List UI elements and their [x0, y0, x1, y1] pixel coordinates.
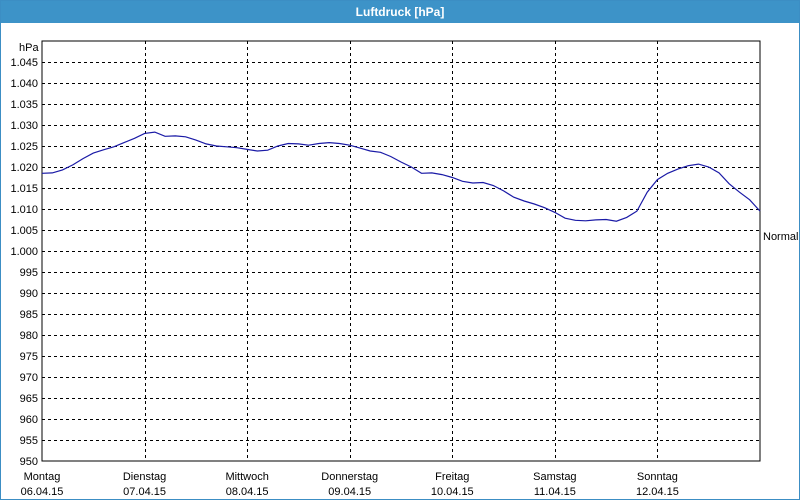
- y-tick-label: 985: [20, 309, 38, 321]
- y-tick-label: 1.025: [10, 141, 38, 153]
- y-tick-label: 990: [20, 288, 38, 300]
- y-tick-label: 1.000: [10, 246, 38, 258]
- y-tick-label: 960: [20, 414, 38, 426]
- plot-area: [41, 40, 761, 462]
- y-tick-label: 995: [20, 267, 38, 279]
- x-tick-day: Dienstag: [123, 471, 166, 483]
- y-tick-label: 1.040: [10, 78, 38, 90]
- y-tick-label: 1.015: [10, 183, 38, 195]
- x-tick-day: Samstag: [533, 471, 576, 483]
- x-tick-date: 12.04.15: [636, 486, 679, 498]
- y-tick-label: 975: [20, 351, 38, 363]
- y-tick-label: 950: [20, 456, 38, 468]
- x-tick-date: 06.04.15: [21, 486, 64, 498]
- y-tick-label: 955: [20, 435, 38, 447]
- normal-label: Normal: [763, 231, 798, 243]
- x-tick-day: Freitag: [435, 471, 469, 483]
- pressure-line: [41, 131, 761, 222]
- y-tick-label: 1.035: [10, 99, 38, 111]
- y-tick-label: 1.005: [10, 225, 38, 237]
- y-tick-label: 980: [20, 330, 38, 342]
- x-tick-day: Donnerstag: [321, 471, 378, 483]
- y-tick-label: 1.030: [10, 120, 38, 132]
- x-tick-date: 09.04.15: [328, 486, 371, 498]
- x-tick-day: Sonntag: [637, 471, 678, 483]
- y-tick-label: 1.045: [10, 57, 38, 69]
- chart-title: Luftdruck [hPa]: [1, 1, 799, 23]
- x-tick-day: Montag: [24, 471, 61, 483]
- x-tick-date: 07.04.15: [123, 486, 166, 498]
- y-unit-label: hPa: [19, 42, 39, 54]
- x-tick-date: 10.04.15: [431, 486, 474, 498]
- x-tick-day: Mittwoch: [225, 471, 268, 483]
- y-tick-label: 1.020: [10, 162, 38, 174]
- x-tick-date: 11.04.15: [534, 486, 576, 498]
- y-tick-label: 970: [20, 372, 38, 384]
- y-tick-label: 965: [20, 393, 38, 405]
- y-tick-label: 1.010: [10, 204, 38, 216]
- x-tick-date: 08.04.15: [226, 486, 269, 498]
